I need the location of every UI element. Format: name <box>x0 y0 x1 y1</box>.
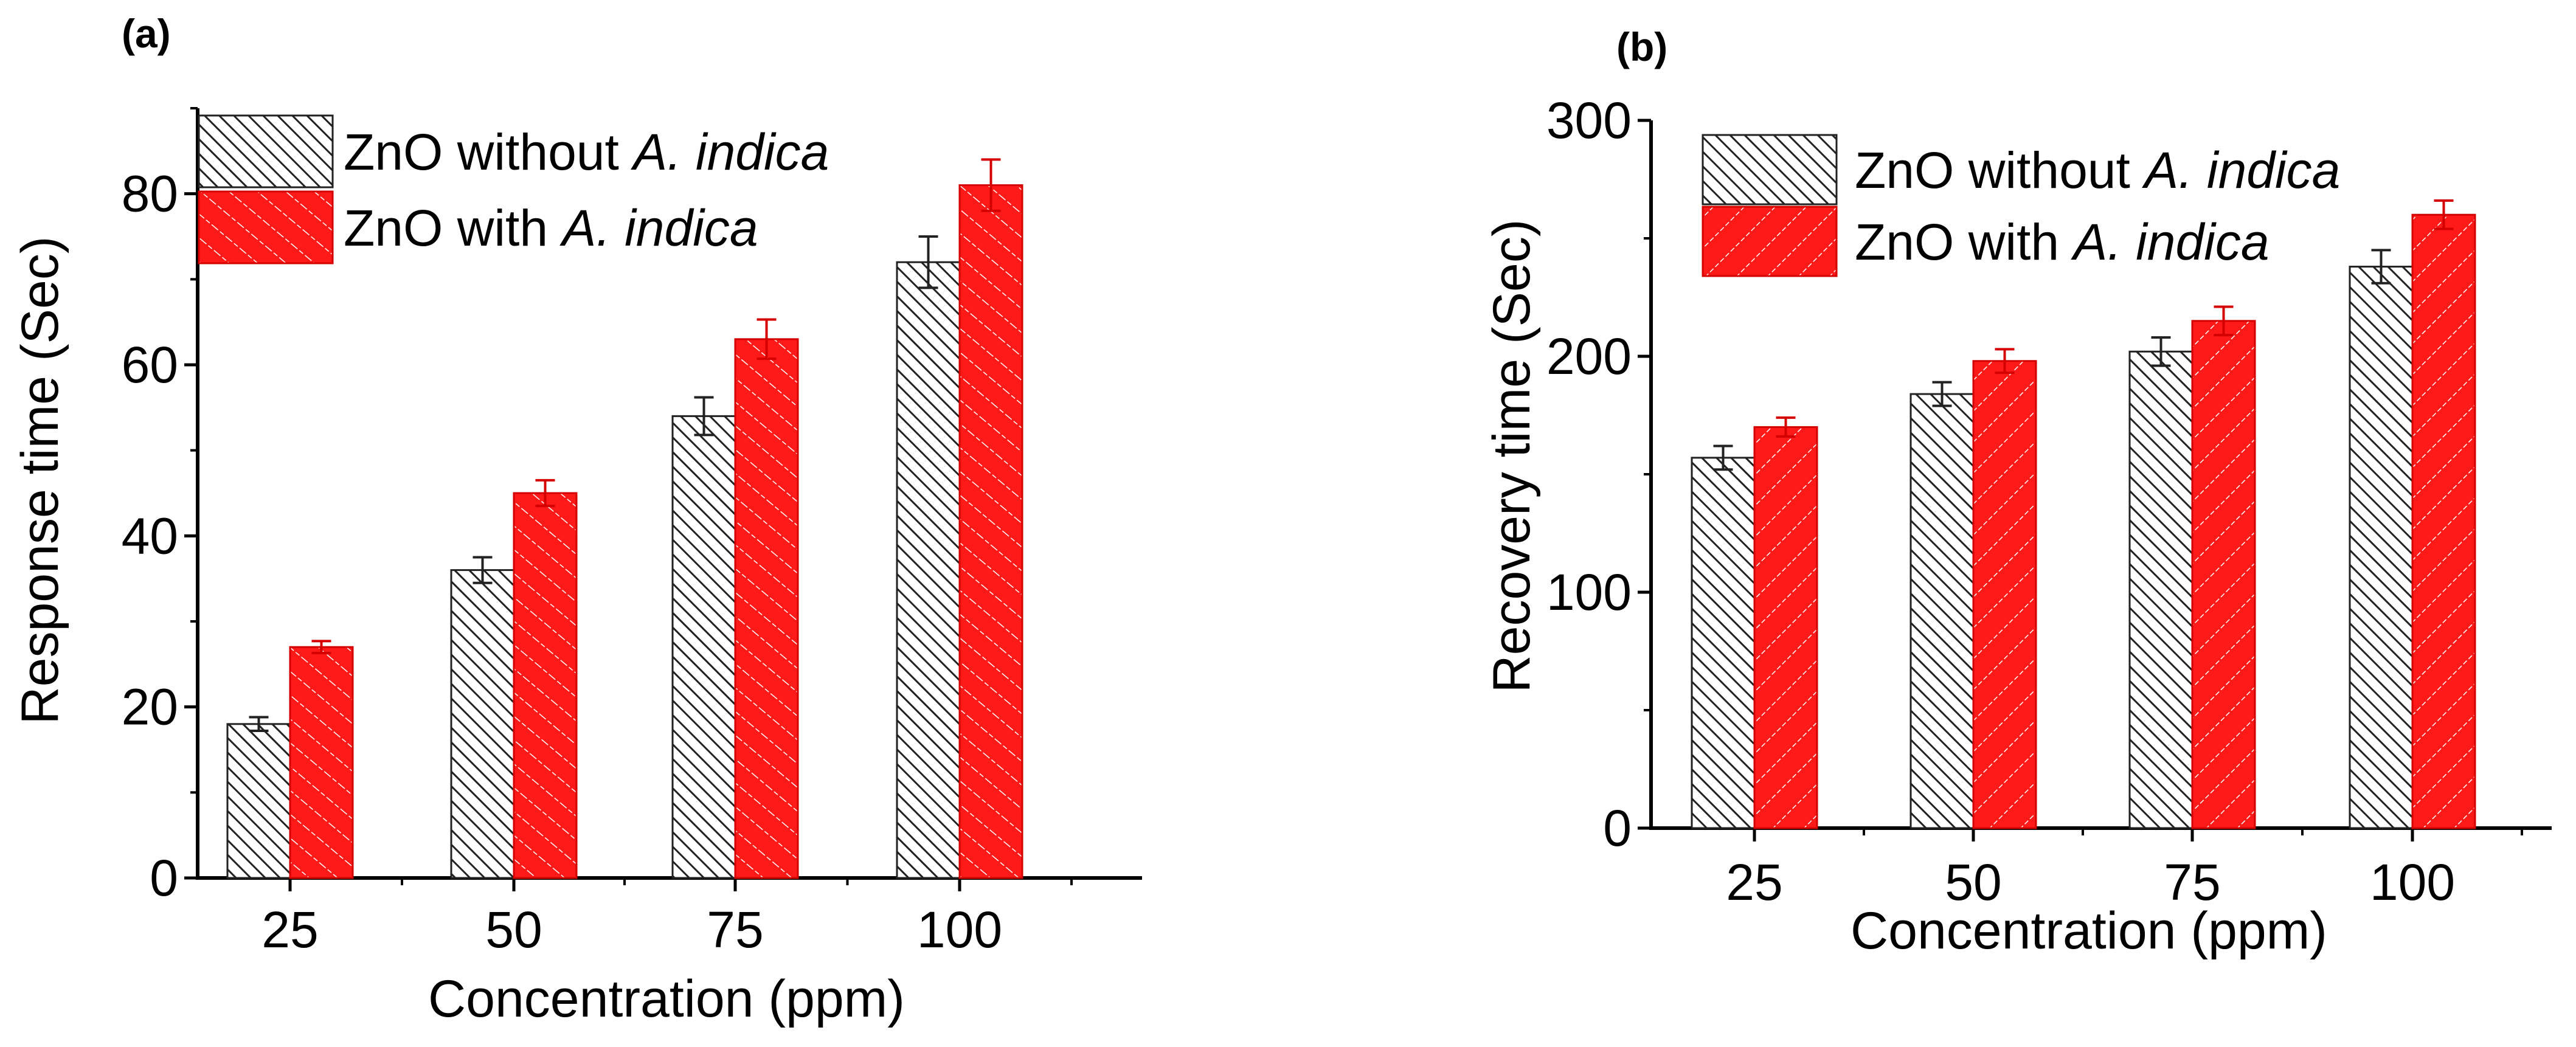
panel-label-b: (b) <box>1616 24 1667 69</box>
y-tick-label-b: 200 <box>1546 328 1632 385</box>
bars-a <box>226 158 1023 879</box>
y-axis-title-a: Response time (Sec) <box>11 237 69 725</box>
axes-a: 0 20 40 60 80 25 50 75 100 <box>122 107 1142 958</box>
y-tick-label-a: 20 <box>122 679 178 736</box>
y-tick-label-a: 0 <box>150 849 178 907</box>
bar-with-a <box>734 338 799 879</box>
bar-with-a <box>958 184 1023 879</box>
x-tick-label-a: 100 <box>917 901 1002 958</box>
x-tick-label-a: 75 <box>707 901 763 958</box>
legend-swatch-with-a <box>198 190 334 264</box>
legend-label-prefix: ZnO with <box>1855 213 2073 271</box>
bar-without-b <box>1691 457 1756 829</box>
bar-with-b <box>2191 320 2256 829</box>
legend-swatch-with-b <box>1702 206 1838 277</box>
legend-label-prefix: ZnO without <box>344 123 633 181</box>
x-axis-title-b: Concentration (ppm) <box>1851 902 2327 960</box>
x-tick-label-b: 75 <box>2164 854 2220 911</box>
panel-label-a: (a) <box>122 11 171 56</box>
x-tick-label-b: 25 <box>1726 854 1782 911</box>
bar-with-b <box>1753 426 1818 829</box>
y-axis-title-b: Recovery time (Sec) <box>1483 219 1541 693</box>
response-time-chart: (a) 0 20 40 60 80 25 50 75 100 ZnO without A. in… <box>11 11 1142 1028</box>
bar-with-b <box>1972 360 2037 829</box>
x-axis-title-a: Concentration (ppm) <box>428 970 905 1028</box>
legend-label-without-b: ZnO without A. indica <box>1855 142 2340 199</box>
x-tick-label-a: 25 <box>261 901 318 958</box>
bar-with-a <box>513 492 578 879</box>
legend-label-italic: A. indica <box>2070 213 2269 271</box>
bar-without-b <box>1909 393 1975 829</box>
y-tick-label-b: 100 <box>1546 564 1632 621</box>
y-tick-label-a: 80 <box>122 165 178 223</box>
legend-label-with-a: ZnO with A. indica <box>344 199 758 257</box>
y-tick-label-a: 60 <box>122 336 178 393</box>
bar-without-b <box>2128 350 2193 829</box>
bar-without-a <box>226 723 291 879</box>
x-tick-label-a: 50 <box>485 901 542 958</box>
bars-b <box>1691 199 2476 829</box>
y-tick-label-b: 300 <box>1546 92 1632 149</box>
recovery-time-chart: (b) 0 100 200 300 25 50 75 100 ZnO without A. i… <box>1483 24 2552 960</box>
bar-without-b <box>2349 266 2414 829</box>
legend-swatch-without-b <box>1702 134 1838 206</box>
bar-without-a <box>450 569 515 879</box>
legend-label-prefix: ZnO with <box>344 199 562 257</box>
y-tick-label-a: 40 <box>122 507 178 564</box>
legend-label-with-b: ZnO with A. indica <box>1855 213 2270 271</box>
legend-label-prefix: ZnO without <box>1855 142 2144 199</box>
bar-with-a <box>289 646 354 879</box>
legend-swatch-without-a <box>198 114 334 188</box>
x-tick-label-b: 100 <box>2370 854 2455 911</box>
legend-label-italic: A. indica <box>630 123 829 181</box>
y-tick-label-b: 0 <box>1603 800 1632 857</box>
bar-without-a <box>896 261 961 879</box>
legend-label-without-a: ZnO without A. indica <box>344 123 829 181</box>
bar-with-b <box>2411 213 2476 829</box>
legend-label-italic: A. indica <box>2141 142 2340 199</box>
x-tick-label-b: 50 <box>1945 854 2001 911</box>
legend-label-italic: A. indica <box>559 199 758 257</box>
bar-without-a <box>671 415 736 879</box>
